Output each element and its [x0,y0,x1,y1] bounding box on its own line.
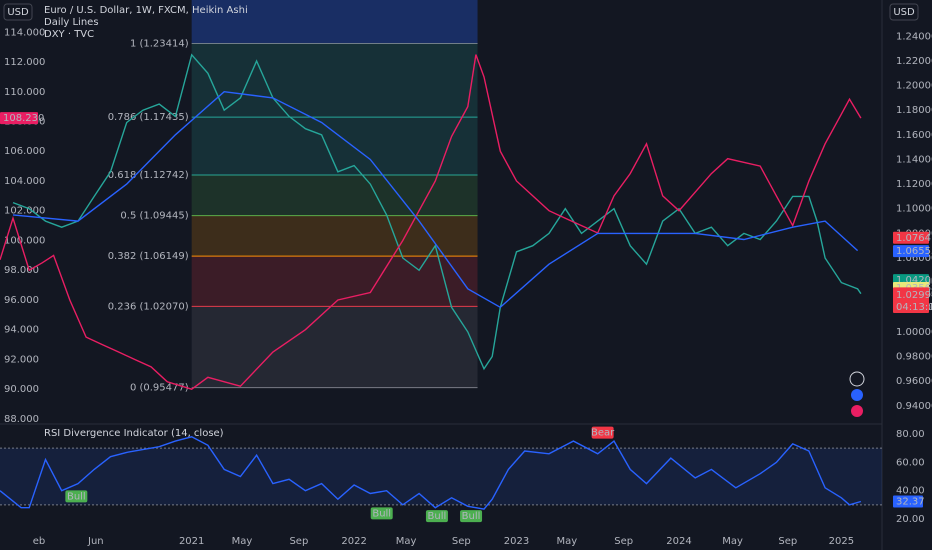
subtitle: DXY · TVC [44,29,94,40]
fib-zone [191,256,478,307]
fib-label: 0 (0.95477) [130,383,189,394]
event-icons [849,371,865,417]
y-tick-label: 100.000 [4,235,45,246]
price-tag [893,289,929,314]
series-line [12,90,859,309]
signal-box [65,490,88,503]
range-highlight [191,0,478,44]
y-tick-label: 104.000 [4,176,45,187]
signal-label: Bull [67,491,86,502]
signal-label: Bull [372,508,391,519]
y-unit: USD [7,7,29,18]
x-tick-label: 2021 [179,536,204,547]
x-tick-label: eb [33,536,46,547]
x-tick-label: May [232,536,253,547]
rsi-tick-label: 20.00 [896,514,925,525]
y-tick-label: 90.000 [4,384,39,395]
y2-tick-label: 1.16000 [896,130,932,141]
signal-box [460,510,483,523]
y2-tick-label: 1.10000 [896,204,932,215]
signal-box [591,426,614,439]
fib-label: 0.382 (1.06149) [108,251,189,262]
fib-label: 1 (1.23414) [130,39,189,50]
fib-label: 0.236 (1.02070) [108,301,189,312]
y2-tick-label: 1.14000 [896,154,932,165]
y-tick-label: 98.000 [4,265,39,276]
x-tick-label: 2024 [666,536,691,547]
signal-label: Bull [462,511,481,522]
x-tick-label: Sep [778,536,797,547]
signal-label: Bull [428,511,447,522]
x-tick-label: Sep [452,536,471,547]
price-tag-label: 1.06555 [896,246,932,257]
signal-box [370,507,393,520]
rsi-tick-label: 40.00 [896,486,925,497]
fib-zone [191,215,478,257]
x-tick-label: 2022 [341,536,366,547]
y2-tick-label: 1.22000 [896,56,932,67]
rsi-tick-label: 80.00 [896,429,925,440]
unit-box-right: USD [889,3,919,21]
rsi-band [0,448,882,505]
price-tag-label: 1.02994 [896,290,932,301]
y2-tick-label: 1.00000 [896,327,932,338]
series-line [0,54,862,390]
y2-tick-label: 0.98000 [896,352,932,363]
rsi-tick-label: 60.00 [896,457,925,468]
x-tick-label: Sep [614,536,633,547]
y-tick-label: 102.000 [4,206,45,217]
fib-label: 0.786 (1.17435) [108,112,189,123]
fib-zone [191,306,478,388]
y-tick-label: 88.000 [4,414,39,425]
fib-zone [191,117,478,175]
x-tick-label: Jun [87,536,104,547]
y-tick-label: 92.000 [4,354,39,365]
y-tick-label: 96.000 [4,295,39,306]
y2-tick-label: 1.12000 [896,179,932,190]
series-line [0,436,862,510]
y-tick-label: 110.000 [4,87,45,98]
y2-unit: USD [893,7,915,18]
y2-tick-label: 1.24000 [896,31,932,42]
price-tag-label: 108.230 [3,113,44,124]
y-tick-label: 114.000 [4,27,45,38]
fib-label: 0.5 (1.09445) [120,211,188,222]
fib-label: 0.618 (1.12742) [108,170,189,181]
x-tick-label: May [722,536,743,547]
countdown: 04:13:12 [896,302,932,313]
signal-box [425,510,448,523]
y2-tick-label: 1.20000 [896,81,932,92]
fib-zone [191,174,478,216]
y-tick-label: 112.000 [4,57,45,68]
price-tag [893,245,929,258]
subtitle: Daily Lines [44,17,99,28]
x-tick-label: May [396,536,417,547]
price-tag-label: 32.37 [896,496,925,507]
x-tick-label: 2025 [829,536,854,547]
y-tick-label: 106.000 [4,146,45,157]
price-tag [0,112,38,125]
x-tick-label: May [557,536,578,547]
y2-tick-label: 1.06000 [896,253,932,264]
signal-label: Bear [591,428,615,439]
price-tag [893,495,923,508]
y2-tick-label: 1.18000 [896,105,932,116]
price-tag-label: 1.04200 [896,275,932,286]
y-tick-label: 94.000 [4,325,39,336]
x-tick-label: 2023 [504,536,529,547]
series-line [12,53,862,371]
unit-box-left: USD [3,3,33,21]
fib-zone [191,43,478,118]
price-tag [893,231,929,244]
chart-title: Euro / U.S. Dollar, 1W, FXCM, Heikin Ash… [44,5,248,16]
rsi-title: RSI Divergence Indicator (14, close) [44,428,224,439]
x-tick-label: Sep [289,536,308,547]
